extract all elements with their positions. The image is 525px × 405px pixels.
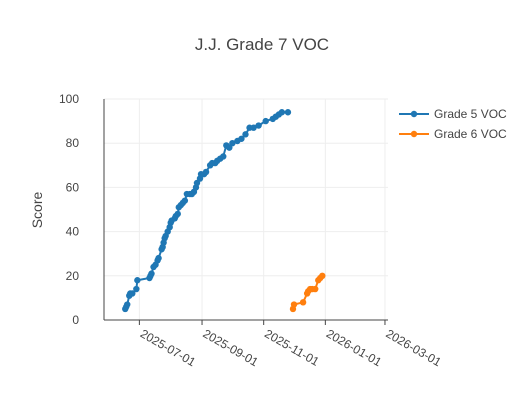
legend-item[interactable]: Grade 5 VOC: [399, 107, 507, 121]
y-tick-label: 80: [66, 136, 80, 150]
series-grade-6-voc: [289, 272, 326, 313]
data-point[interactable]: [133, 285, 140, 293]
legend-label: Grade 5 VOC: [434, 107, 507, 121]
data-point[interactable]: [174, 210, 181, 218]
data-point[interactable]: [202, 168, 210, 176]
legend-item[interactable]: Grade 6 VOC: [399, 127, 507, 141]
grid-lines: [104, 98, 388, 320]
data-point[interactable]: [155, 254, 162, 262]
data-point[interactable]: [124, 301, 131, 308]
data-point[interactable]: [129, 290, 136, 297]
y-tick-label: 0: [72, 313, 79, 327]
data-point[interactable]: [181, 197, 189, 204]
data-point[interactable]: [278, 109, 286, 116]
y-tick-label: 60: [66, 180, 80, 194]
y-tick-label: 100: [59, 92, 79, 106]
legend-swatch-marker: [410, 130, 418, 138]
data-point[interactable]: [250, 124, 257, 131]
chart-title: J.J. Grade 7 VOC: [195, 35, 329, 54]
y-tick-label: 20: [66, 269, 80, 283]
data-point[interactable]: [312, 285, 319, 293]
y-tick-label: 40: [66, 225, 80, 239]
series-group: [122, 109, 326, 313]
legend-label: Grade 6 VOC: [434, 127, 507, 141]
data-point[interactable]: [319, 272, 326, 279]
data-point[interactable]: [134, 277, 141, 284]
data-point[interactable]: [220, 153, 227, 160]
data-point[interactable]: [229, 140, 236, 147]
y-axis-label: Score: [29, 192, 45, 229]
legend[interactable]: Grade 5 VOC Grade 6 VOC: [399, 107, 507, 141]
data-point[interactable]: [299, 299, 307, 306]
data-point[interactable]: [290, 301, 298, 308]
data-point[interactable]: [242, 131, 249, 138]
data-point[interactable]: [262, 117, 269, 125]
legend-swatch-marker: [410, 110, 418, 118]
data-point[interactable]: [148, 270, 155, 277]
series-grade-5-voc: [122, 109, 292, 313]
data-point[interactable]: [284, 109, 292, 116]
data-point[interactable]: [238, 135, 245, 142]
data-point[interactable]: [255, 122, 262, 129]
